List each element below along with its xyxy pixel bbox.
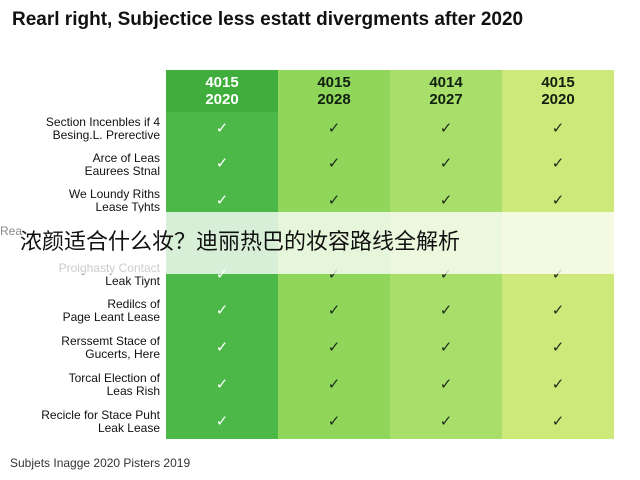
column-header-3-line2: 2027 bbox=[429, 91, 463, 108]
overlay-faint-text: Rea bbox=[0, 224, 23, 238]
row-label: Arce of Leas Eaurees Stnal bbox=[0, 152, 160, 178]
check-icon: ✓ bbox=[551, 413, 565, 430]
footer-caption: Subjets Inagge 2020 Pisters 2019 bbox=[10, 456, 191, 470]
check-icon: ✓ bbox=[215, 302, 229, 319]
check-icon: ✓ bbox=[215, 120, 229, 137]
column-header-1-line2: 2020 bbox=[205, 91, 239, 108]
column-header-1-line1: 4015 bbox=[205, 74, 239, 91]
page-title: Rearl right, Subjectice less estatt dive… bbox=[12, 9, 524, 30]
row-label-line2: Besing.L. Prerective bbox=[52, 128, 160, 142]
check-icon: ✓ bbox=[327, 155, 341, 172]
check-icon: ✓ bbox=[439, 302, 453, 319]
check-icon: ✓ bbox=[439, 376, 453, 393]
check-icon: ✓ bbox=[215, 192, 229, 209]
row-label-line2: Leas Rish bbox=[106, 384, 160, 398]
check-icon: ✓ bbox=[215, 413, 229, 430]
row-label: Recicle for Stace Puht Leak Lease bbox=[0, 409, 160, 435]
row-label: Torcal Election of Leas Rish bbox=[0, 372, 160, 398]
check-icon: ✓ bbox=[439, 339, 453, 356]
check-icon: ✓ bbox=[327, 302, 341, 319]
row-label-line2: Eaurees Stnal bbox=[84, 164, 160, 178]
check-icon: ✓ bbox=[551, 120, 565, 137]
check-icon: ✓ bbox=[551, 339, 565, 356]
row-label-line2: Lease Tyhts bbox=[95, 200, 161, 214]
check-icon: ✓ bbox=[551, 376, 565, 393]
row-label-line1: Torcal Election of bbox=[68, 371, 160, 385]
column-header-4-line1: 4015 bbox=[541, 74, 575, 91]
check-icon: ✓ bbox=[215, 155, 229, 172]
check-icon: ✓ bbox=[439, 155, 453, 172]
row-label-line1: Arce of Leas bbox=[92, 151, 160, 165]
column-header-4: 4015 2020 bbox=[502, 70, 614, 112]
row-label-line1: Section Incenbles if 4 bbox=[45, 115, 160, 129]
row-label-line1: Rerssemt Stace of bbox=[61, 334, 160, 348]
caption-overlay-band bbox=[0, 212, 640, 274]
row-label: Section Incenbles if 4 Besing.L. Prerecti… bbox=[0, 116, 160, 142]
check-icon: ✓ bbox=[439, 120, 453, 137]
overlay-caption: 浓颜适合什么妆？迪丽热巴的妆容路线全解析 bbox=[20, 230, 461, 255]
column-header-3: 4014 2027 bbox=[390, 70, 502, 112]
column-header-2-line1: 4015 bbox=[317, 74, 351, 91]
column-header-3-line1: 4014 bbox=[429, 74, 463, 91]
column-header-4-line2: 2020 bbox=[541, 91, 575, 108]
check-icon: ✓ bbox=[327, 339, 341, 356]
row-label: Redilcs of Page Leant Lease bbox=[0, 298, 160, 324]
row-label: Rerssemt Stace of Gucerts, Here bbox=[0, 335, 160, 361]
check-icon: ✓ bbox=[439, 192, 453, 209]
row-label: We Loundy Riths Lease Tyhts bbox=[0, 188, 160, 214]
check-icon: ✓ bbox=[327, 413, 341, 430]
column-header-2-line2: 2028 bbox=[317, 91, 351, 108]
row-label-line1: Recicle for Stace Puht bbox=[41, 408, 160, 422]
row-label-line2: Leak Tiynt bbox=[105, 274, 160, 288]
check-icon: ✓ bbox=[551, 302, 565, 319]
check-icon: ✓ bbox=[551, 192, 565, 209]
check-icon: ✓ bbox=[439, 413, 453, 430]
column-header-2: 4015 2028 bbox=[278, 70, 390, 112]
row-label-line2: Leak Lease bbox=[97, 421, 160, 435]
row-label-line1: Redilcs of bbox=[107, 297, 160, 311]
check-icon: ✓ bbox=[327, 192, 341, 209]
column-header-1: 4015 2020 bbox=[166, 70, 278, 112]
check-icon: ✓ bbox=[215, 339, 229, 356]
row-label-line2: Gucerts, Here bbox=[85, 347, 160, 361]
check-icon: ✓ bbox=[327, 376, 341, 393]
check-icon: ✓ bbox=[327, 120, 341, 137]
check-icon: ✓ bbox=[215, 376, 229, 393]
check-icon: ✓ bbox=[551, 155, 565, 172]
row-label-line2: Page Leant Lease bbox=[62, 310, 160, 324]
row-label-line1: We Loundy Riths bbox=[68, 187, 160, 201]
